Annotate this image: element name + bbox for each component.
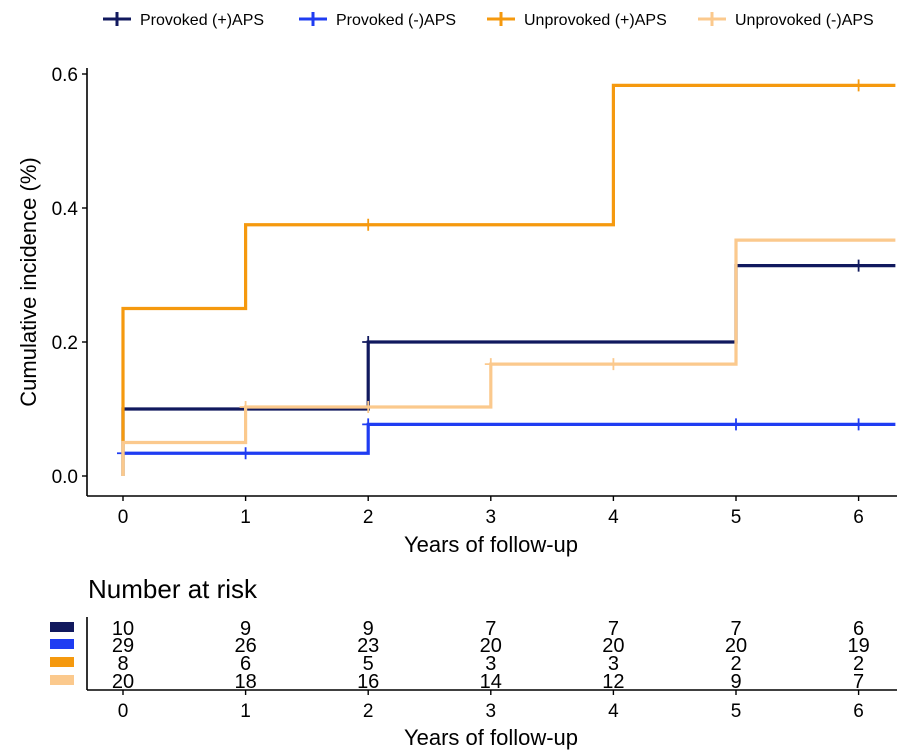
- risk-count: 7: [730, 618, 741, 640]
- risk-x-tick-label: 1: [240, 701, 251, 722]
- legend-label: Provoked (-)APS: [336, 12, 456, 29]
- y-tick-label: 0.6: [52, 65, 78, 86]
- risk-x-axis-label: Years of follow-up: [404, 725, 578, 750]
- y-axis-label: Cumulative incidence (%): [16, 157, 41, 406]
- risk-count: 20: [480, 635, 502, 657]
- risk-count: 9: [240, 618, 251, 640]
- censor-mark: [484, 358, 497, 371]
- risk-count: 14: [480, 671, 502, 693]
- risk-count: 12: [602, 671, 624, 693]
- censor-mark: [852, 418, 865, 431]
- censor-mark: [362, 400, 375, 413]
- risk-count: 10: [112, 618, 134, 640]
- risk-count: 3: [485, 653, 496, 675]
- legend-label: Unprovoked (-)APS: [735, 12, 874, 29]
- x-tick-label: 6: [853, 507, 864, 528]
- risk-x-tick-label: 2: [363, 701, 374, 722]
- censor-mark: [607, 358, 620, 371]
- risk-row-key: [50, 675, 74, 685]
- legend-key: [299, 12, 327, 26]
- x-tick-label: 4: [608, 507, 619, 528]
- cumulative-incidence-plot: 0.0 0.2 0.4 0.6 0 1 2 3 4 5 6 Years of follow-up Cum…: [16, 65, 897, 557]
- risk-count: 8: [117, 653, 128, 675]
- risk-count: 6: [853, 618, 864, 640]
- risk-count: 6: [240, 653, 251, 675]
- x-tick-label: 5: [731, 507, 742, 528]
- x-axis-label: Years of follow-up: [404, 532, 578, 557]
- risk-count: 29: [112, 635, 134, 657]
- risk-row-key: [50, 657, 74, 667]
- risk-count: 20: [112, 671, 134, 693]
- legend-key: [103, 12, 131, 26]
- y-tick-label: 0.2: [52, 333, 78, 354]
- risk-count: 18: [234, 671, 256, 693]
- x-tick-label: 2: [363, 507, 374, 528]
- risk-count: 20: [725, 635, 747, 657]
- risk-count: 5: [363, 653, 374, 675]
- legend-key: [698, 12, 726, 26]
- risk-table-title: Number at risk: [88, 574, 258, 604]
- risk-count: 9: [730, 671, 741, 693]
- legend-label: Provoked (+)APS: [140, 12, 264, 29]
- y-tick-label: 0.0: [52, 467, 78, 488]
- risk-count: 2: [853, 653, 864, 675]
- risk-count: 9: [363, 618, 374, 640]
- risk-count: 19: [847, 635, 869, 657]
- risk-row-key: [50, 639, 74, 649]
- censor-mark: [362, 218, 375, 231]
- risk-count: 23: [357, 635, 379, 657]
- x-tick-label: 3: [486, 507, 497, 528]
- censor-mark: [362, 336, 375, 348]
- risk-count: 3: [608, 653, 619, 675]
- legend-label: Unprovoked (+)APS: [524, 12, 667, 29]
- risk-x-tick-label: 3: [486, 701, 497, 722]
- censor-mark: [852, 79, 865, 92]
- series-line-3: [121, 83, 896, 476]
- series-line-2: [123, 422, 896, 455]
- censor-mark: [239, 400, 252, 413]
- risk-count: 20: [602, 635, 624, 657]
- risk-x-tick-label: 6: [853, 701, 864, 722]
- risk-count: 7: [608, 618, 619, 640]
- risk-count: 7: [485, 618, 496, 640]
- risk-x-tick-label: 5: [731, 701, 742, 722]
- risk-row-key: [50, 622, 74, 632]
- legend-key: [487, 12, 515, 26]
- risk-count: 7: [853, 671, 864, 693]
- x-tick-label: 0: [118, 507, 129, 528]
- risk-count: 16: [357, 671, 379, 693]
- y-tick-label: 0.4: [52, 199, 79, 220]
- risk-count: 2: [730, 653, 741, 675]
- censor-mark: [730, 418, 742, 431]
- risk-count: 26: [234, 635, 256, 657]
- series-line-4: [121, 238, 896, 476]
- censor-mark: [852, 259, 865, 272]
- legend: Provoked (+)APS Provoked (-)APS Unprovoked…: [103, 12, 874, 29]
- risk-x-tick-label: 4: [608, 701, 619, 722]
- censor-mark: [239, 447, 252, 460]
- risk-x-tick-label: 0: [118, 701, 129, 722]
- x-tick-label: 1: [240, 507, 251, 528]
- series-line-1: [121, 264, 896, 476]
- censor-mark: [362, 418, 375, 431]
